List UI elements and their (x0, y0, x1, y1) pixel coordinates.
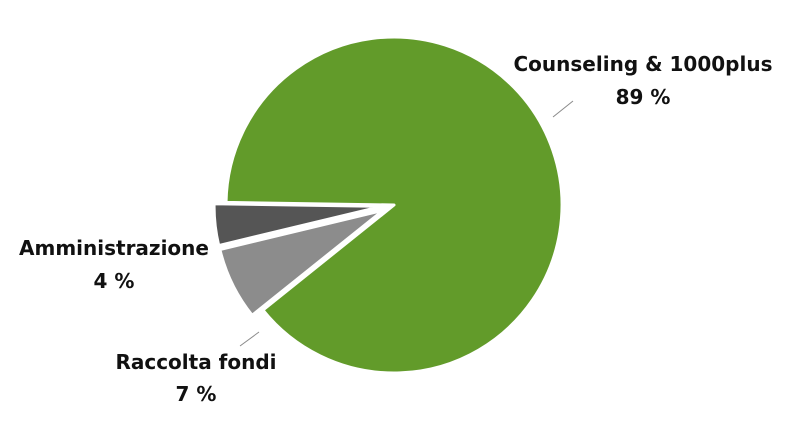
label-counseling-name: Counseling & 1000plus (514, 52, 773, 76)
pie-slice-amministrazione (212, 202, 384, 248)
pie-slice-counseling (224, 35, 564, 375)
leader-line-raccolta (239, 331, 260, 347)
label-counseling-value: 89 % (616, 85, 671, 109)
pie-slices (212, 35, 564, 375)
label-raccolta-name: Raccolta fondi (115, 350, 276, 374)
pie-slice-raccolta (218, 208, 385, 317)
label-amministrazione-value: 4 % (94, 269, 135, 293)
label-amministrazione-name: Amministrazione (19, 236, 209, 260)
leader-line-counseling (552, 100, 574, 118)
label-raccolta-value: 7 % (176, 382, 217, 406)
